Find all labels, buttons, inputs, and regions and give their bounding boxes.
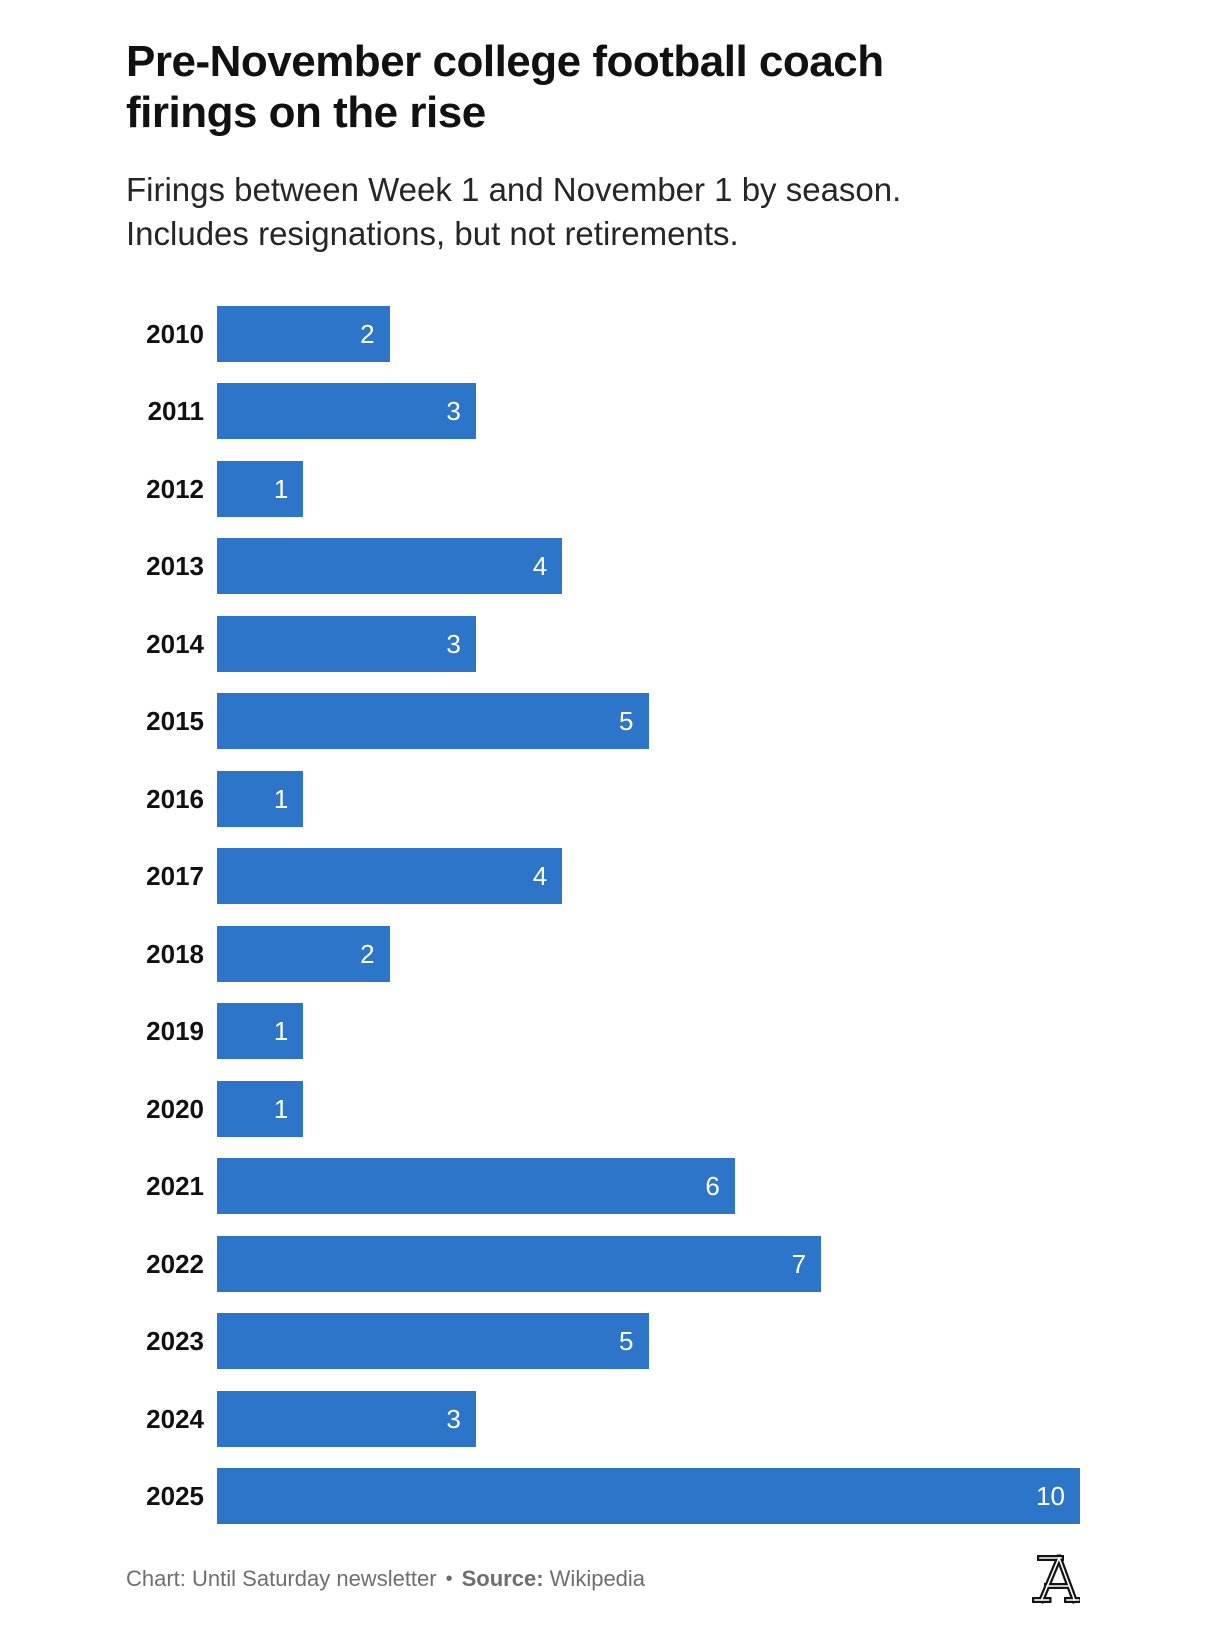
value-label: 2 bbox=[360, 318, 375, 349]
plot-area: 3 bbox=[217, 383, 1080, 440]
year-label: 2020 bbox=[146, 1093, 204, 1124]
year-label: 2014 bbox=[146, 628, 204, 659]
bar: 7 bbox=[217, 1235, 822, 1292]
bar: 1 bbox=[217, 1003, 304, 1060]
subtitle-line-1: Firings between Week 1 and November 1 by… bbox=[126, 171, 902, 209]
bar-row: 2017 4 bbox=[126, 848, 1080, 905]
value-label: 1 bbox=[273, 1016, 289, 1047]
bar-row: 2024 3 bbox=[126, 1390, 1080, 1447]
bar: 1 bbox=[217, 460, 304, 517]
chart-subtitle: Firings between Week 1 and November 1 by… bbox=[126, 168, 1080, 256]
value-label: 10 bbox=[1036, 1481, 1065, 1512]
bar: 5 bbox=[217, 1313, 649, 1370]
chart-credit-value: Until Saturday newsletter bbox=[192, 1566, 437, 1591]
title-line-2: firings on the rise bbox=[126, 88, 486, 138]
bar-row: 2012 1 bbox=[126, 460, 1080, 517]
year-label: 2010 bbox=[146, 318, 204, 349]
plot-area: 3 bbox=[217, 1390, 1080, 1447]
bar-row: 2014 3 bbox=[126, 615, 1080, 672]
bar: 6 bbox=[217, 1158, 735, 1215]
year-label: 2018 bbox=[146, 938, 204, 969]
value-label: 4 bbox=[532, 551, 548, 582]
plot-area: 6 bbox=[217, 1158, 1080, 1215]
plot-area: 2 bbox=[217, 925, 1080, 982]
bar-row: 2018 2 bbox=[126, 925, 1080, 982]
bar: 1 bbox=[217, 1080, 304, 1137]
year-label: 2013 bbox=[146, 551, 204, 582]
value-label: 3 bbox=[446, 1403, 461, 1434]
bar: 3 bbox=[217, 383, 476, 440]
bar-row: 2016 1 bbox=[126, 770, 1080, 827]
plot-area: 3 bbox=[217, 615, 1080, 672]
year-label: 2011 bbox=[147, 396, 204, 427]
value-label: 1 bbox=[273, 783, 289, 814]
bar: 3 bbox=[217, 615, 476, 672]
bar: 5 bbox=[217, 693, 649, 750]
year-label: 2012 bbox=[146, 473, 204, 504]
bar-row: 2011 3 bbox=[126, 383, 1080, 440]
plot-area: 5 bbox=[217, 1313, 1080, 1370]
source-label: Source: bbox=[461, 1566, 544, 1591]
value-label: 1 bbox=[273, 473, 289, 504]
bar: 3 bbox=[217, 1390, 476, 1447]
bar: 10 bbox=[217, 1468, 1080, 1525]
title-line-1: Pre-November college football coach bbox=[126, 37, 884, 86]
year-label: 2022 bbox=[146, 1248, 204, 1279]
year-label: 2019 bbox=[146, 1016, 204, 1047]
value-label: 3 bbox=[446, 396, 461, 427]
plot-area: 7 bbox=[217, 1235, 1080, 1292]
value-label: 4 bbox=[532, 861, 548, 892]
plot-area: 1 bbox=[217, 770, 1080, 827]
value-label: 7 bbox=[791, 1248, 807, 1279]
bar-row: 2020 1 bbox=[126, 1080, 1080, 1137]
chart-credit-label: Chart: bbox=[126, 1566, 186, 1591]
value-label: 1 bbox=[273, 1093, 289, 1124]
bar: 4 bbox=[217, 848, 563, 905]
plot-area: 4 bbox=[217, 848, 1080, 905]
plot-area: 1 bbox=[217, 1080, 1080, 1137]
bar-row: 2019 1 bbox=[126, 1003, 1080, 1060]
bar: 2 bbox=[217, 925, 390, 982]
value-label: 5 bbox=[619, 706, 634, 737]
year-label: 2025 bbox=[146, 1481, 204, 1512]
bar: 4 bbox=[217, 538, 563, 595]
bar-row: 2010 2 bbox=[126, 305, 1080, 362]
year-label: 2016 bbox=[146, 783, 204, 814]
bar-row: 2023 5 bbox=[126, 1313, 1080, 1370]
source-value: Wikipedia bbox=[549, 1566, 646, 1591]
value-label: 2 bbox=[360, 938, 375, 969]
plot-area: 2 bbox=[217, 305, 1080, 362]
subtitle-line-2: Includes resignations, but not retiremen… bbox=[126, 214, 739, 252]
plot-area: 1 bbox=[217, 1003, 1080, 1060]
bar-row: 2015 5 bbox=[126, 693, 1080, 750]
page-title: Pre-November college football coach firi… bbox=[126, 36, 1080, 138]
plot-area: 5 bbox=[217, 693, 1080, 750]
year-label: 2024 bbox=[146, 1403, 204, 1434]
value-label: 6 bbox=[705, 1171, 720, 1202]
plot-area: 10 bbox=[217, 1468, 1080, 1525]
bar-row: 2013 4 bbox=[126, 538, 1080, 595]
bar: 2 bbox=[217, 305, 390, 362]
plot-area: 4 bbox=[217, 538, 1080, 595]
value-label: 5 bbox=[619, 1326, 634, 1357]
value-label: 3 bbox=[446, 628, 461, 659]
plot-area: 1 bbox=[217, 460, 1080, 517]
credit-separator: • bbox=[445, 1567, 453, 1590]
athletic-a-logo-icon bbox=[1032, 1554, 1080, 1604]
bar-chart: 2010 2 2011 3 2012 1 2013 4 2014 3 2015 5 2016 1 2017 4… bbox=[126, 305, 1080, 1525]
bar-row: 2022 7 bbox=[126, 1235, 1080, 1292]
credit-line: Chart: Until Saturday newsletter • Source:… bbox=[126, 1566, 645, 1592]
year-label: 2021 bbox=[146, 1171, 204, 1202]
chart-footer: Chart: Until Saturday newsletter • Source:… bbox=[126, 1552, 1080, 1606]
year-label: 2015 bbox=[146, 706, 204, 737]
bar-row: 2025 10 bbox=[126, 1468, 1080, 1525]
bar: 1 bbox=[217, 770, 304, 827]
year-label: 2023 bbox=[146, 1326, 204, 1357]
year-label: 2017 bbox=[146, 861, 204, 892]
bar-row: 2021 6 bbox=[126, 1158, 1080, 1215]
